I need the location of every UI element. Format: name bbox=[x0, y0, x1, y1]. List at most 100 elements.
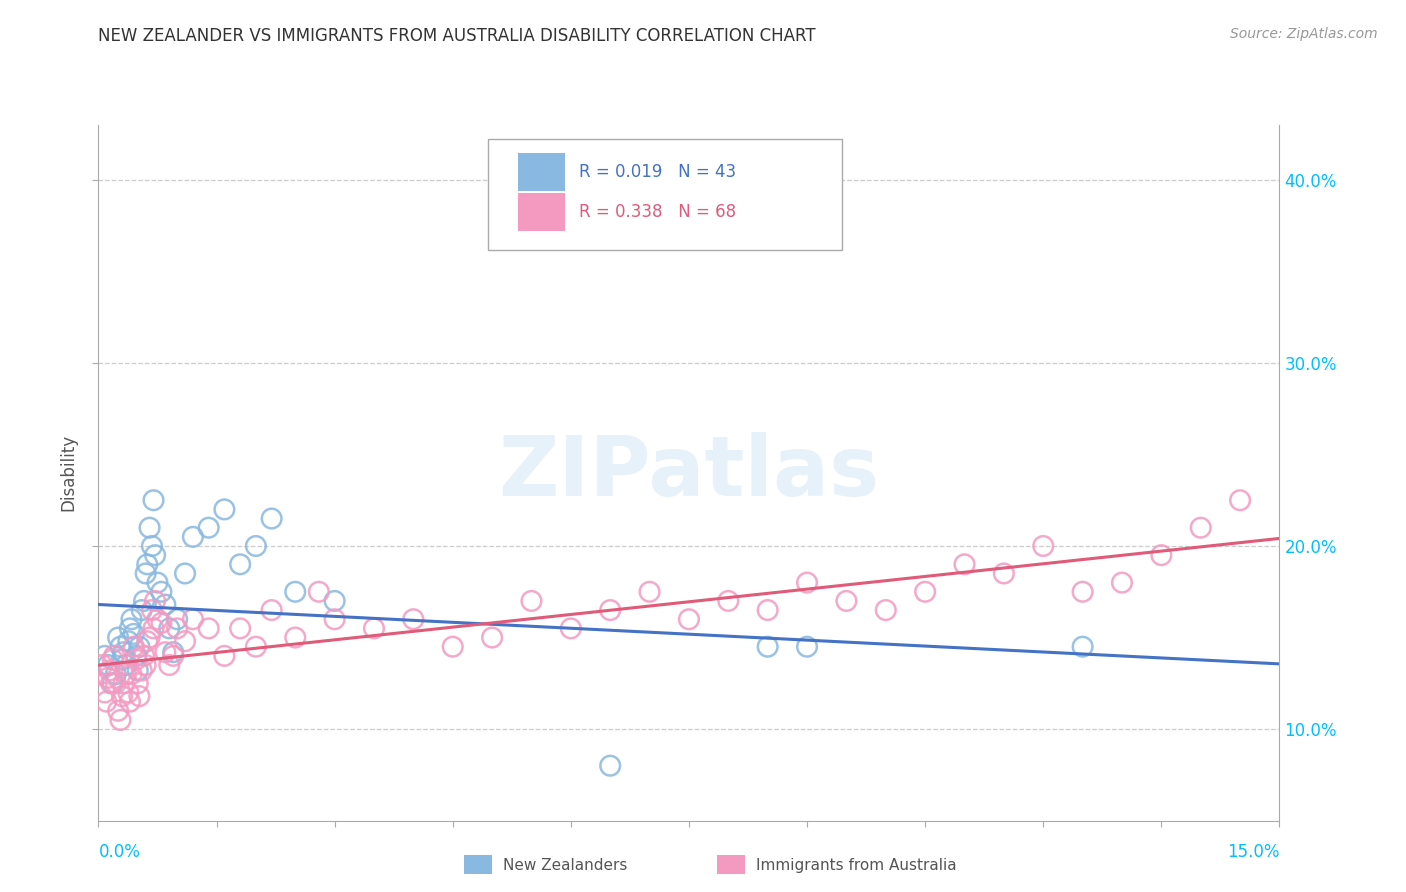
Point bbox=[678, 612, 700, 626]
Point bbox=[229, 558, 252, 572]
Point bbox=[1071, 584, 1094, 599]
Point bbox=[323, 594, 346, 608]
Point bbox=[101, 676, 124, 690]
Point bbox=[914, 584, 936, 599]
Point bbox=[1071, 640, 1094, 654]
Point bbox=[136, 558, 159, 572]
Text: Source: ZipAtlas.com: Source: ZipAtlas.com bbox=[1230, 27, 1378, 41]
Text: NEW ZEALANDER VS IMMIGRANTS FROM AUSTRALIA DISABILITY CORRELATION CHART: NEW ZEALANDER VS IMMIGRANTS FROM AUSTRAL… bbox=[98, 27, 815, 45]
Point bbox=[181, 612, 204, 626]
Point bbox=[132, 648, 155, 663]
Point bbox=[104, 667, 127, 681]
Point bbox=[174, 566, 197, 581]
Point bbox=[520, 594, 543, 608]
Point bbox=[93, 685, 115, 699]
Point bbox=[142, 621, 165, 635]
Point bbox=[560, 621, 582, 635]
Point bbox=[1189, 521, 1212, 535]
Point bbox=[138, 631, 160, 645]
FancyBboxPatch shape bbox=[517, 153, 565, 191]
Point bbox=[128, 689, 150, 703]
Point bbox=[284, 631, 307, 645]
Point bbox=[1111, 575, 1133, 590]
Point bbox=[117, 634, 139, 648]
Point bbox=[441, 640, 464, 654]
Point bbox=[284, 584, 307, 599]
Point bbox=[875, 603, 897, 617]
Point bbox=[127, 664, 149, 678]
Point bbox=[138, 521, 160, 535]
Point bbox=[953, 558, 976, 572]
Point bbox=[103, 648, 125, 663]
Point bbox=[245, 640, 267, 654]
Point bbox=[174, 634, 197, 648]
Point bbox=[166, 612, 188, 626]
Point bbox=[245, 539, 267, 553]
FancyBboxPatch shape bbox=[517, 193, 565, 231]
Point bbox=[835, 594, 858, 608]
Point bbox=[117, 685, 139, 699]
Point bbox=[104, 676, 127, 690]
Point bbox=[157, 658, 180, 673]
Point bbox=[142, 493, 165, 508]
Point bbox=[93, 648, 115, 663]
Point bbox=[599, 758, 621, 772]
Point bbox=[717, 594, 740, 608]
Point bbox=[638, 584, 661, 599]
Point bbox=[796, 640, 818, 654]
Point bbox=[135, 566, 157, 581]
Point bbox=[97, 671, 120, 685]
Point bbox=[97, 658, 120, 673]
Point bbox=[157, 621, 180, 635]
Point bbox=[121, 612, 143, 626]
Point bbox=[796, 575, 818, 590]
Point bbox=[214, 502, 236, 516]
Point bbox=[121, 667, 143, 681]
Point bbox=[107, 704, 129, 718]
Point bbox=[143, 548, 166, 562]
Point bbox=[122, 627, 145, 641]
Point bbox=[127, 676, 149, 690]
Point bbox=[128, 640, 150, 654]
Point bbox=[150, 615, 173, 630]
Point bbox=[150, 584, 173, 599]
Point bbox=[155, 598, 177, 612]
Text: 0.0%: 0.0% bbox=[98, 843, 141, 861]
Point bbox=[756, 603, 779, 617]
Point bbox=[1229, 493, 1251, 508]
Point bbox=[110, 713, 132, 727]
Point bbox=[143, 594, 166, 608]
Point bbox=[1032, 539, 1054, 553]
Point bbox=[146, 575, 169, 590]
Point bbox=[146, 612, 169, 626]
Point bbox=[197, 621, 219, 635]
Point bbox=[135, 658, 157, 673]
Text: R = 0.019   N = 43: R = 0.019 N = 43 bbox=[579, 163, 737, 181]
Point bbox=[229, 621, 252, 635]
Text: 15.0%: 15.0% bbox=[1227, 843, 1279, 861]
Point bbox=[118, 695, 141, 709]
Point bbox=[111, 689, 134, 703]
Text: New Zealanders: New Zealanders bbox=[503, 858, 627, 872]
Point bbox=[110, 640, 132, 654]
Point bbox=[481, 631, 503, 645]
Point bbox=[96, 695, 118, 709]
Point bbox=[131, 664, 153, 678]
Point bbox=[162, 645, 184, 659]
Point bbox=[132, 594, 155, 608]
Point bbox=[993, 566, 1015, 581]
Point bbox=[1150, 548, 1173, 562]
Point bbox=[166, 621, 188, 635]
Point bbox=[323, 612, 346, 626]
Point bbox=[125, 648, 148, 663]
Point bbox=[756, 640, 779, 654]
Point bbox=[131, 603, 153, 617]
FancyBboxPatch shape bbox=[488, 139, 842, 250]
Point bbox=[136, 634, 159, 648]
Point bbox=[155, 645, 177, 659]
Point bbox=[260, 603, 283, 617]
Point bbox=[260, 511, 283, 525]
Text: ZIPatlas: ZIPatlas bbox=[499, 433, 879, 513]
Y-axis label: Disability: Disability bbox=[59, 434, 77, 511]
Text: R = 0.338   N = 68: R = 0.338 N = 68 bbox=[579, 202, 737, 221]
